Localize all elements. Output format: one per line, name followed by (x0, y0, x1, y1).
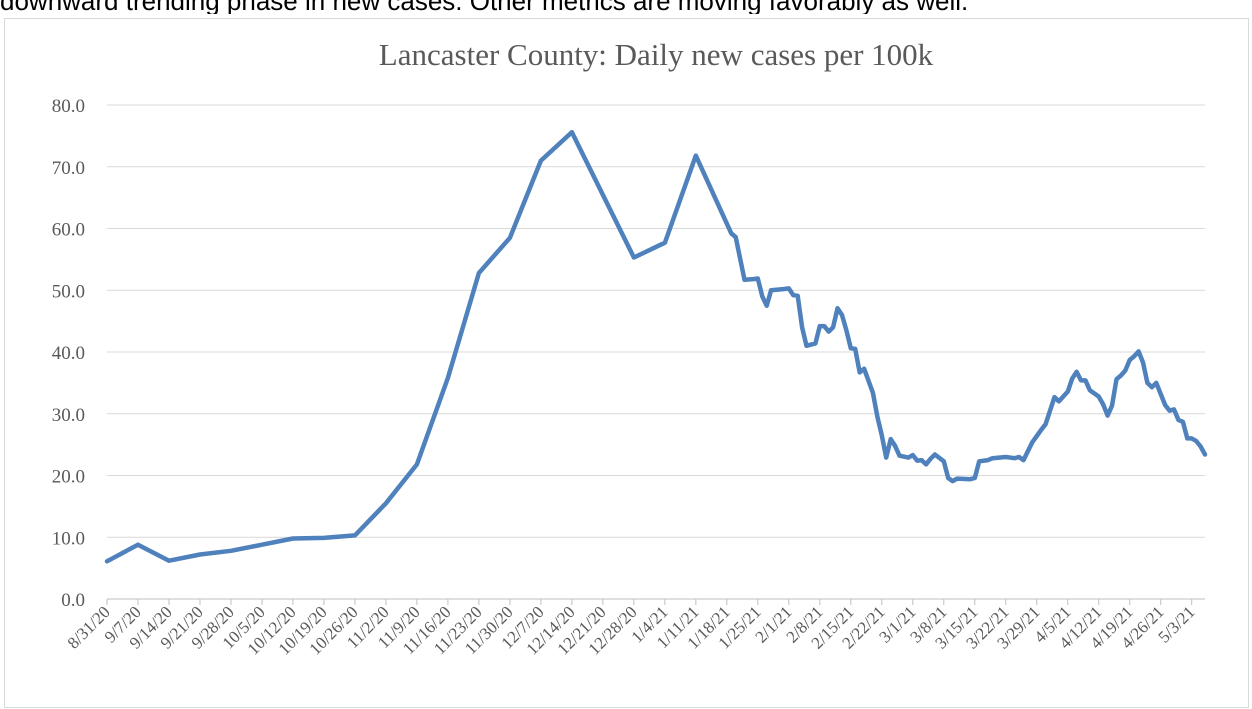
series-layer (104, 129, 1208, 564)
gridlines (107, 104, 1205, 538)
chart-title: Lancaster County: Daily new cases per 10… (379, 37, 934, 72)
y-tick-label: 40.0 (52, 343, 85, 364)
x-axis-tick-labels: 8/31/209/7/209/14/209/21/209/28/2010/5/2… (64, 602, 1199, 658)
y-tick-label: 80.0 (52, 96, 85, 117)
y-tick-label: 70.0 (52, 158, 85, 179)
line-chart: Lancaster County: Daily new cases per 10… (52, 37, 1208, 659)
chart-container: Lancaster County: Daily new cases per 10… (4, 18, 1249, 708)
y-tick-label: 20.0 (52, 467, 85, 488)
y-tick-label: 30.0 (52, 405, 85, 426)
x-tick-label: 5/3/21 (1154, 602, 1198, 646)
y-tick-label: 10.0 (52, 528, 85, 549)
y-tick-label: 0.0 (61, 590, 85, 611)
y-tick-label: 50.0 (52, 281, 85, 302)
x-axis-tick-marks (106, 599, 1193, 605)
series-line-0 (104, 129, 1208, 564)
document-top-text: downward trending phase in new cases. Ot… (0, 0, 1252, 14)
y-tick-label: 60.0 (52, 220, 85, 241)
y-axis-tick-labels: 0.0 10.0 20.0 30.0 40.0 50.0 60.0 70.0 80.0 (52, 96, 85, 611)
